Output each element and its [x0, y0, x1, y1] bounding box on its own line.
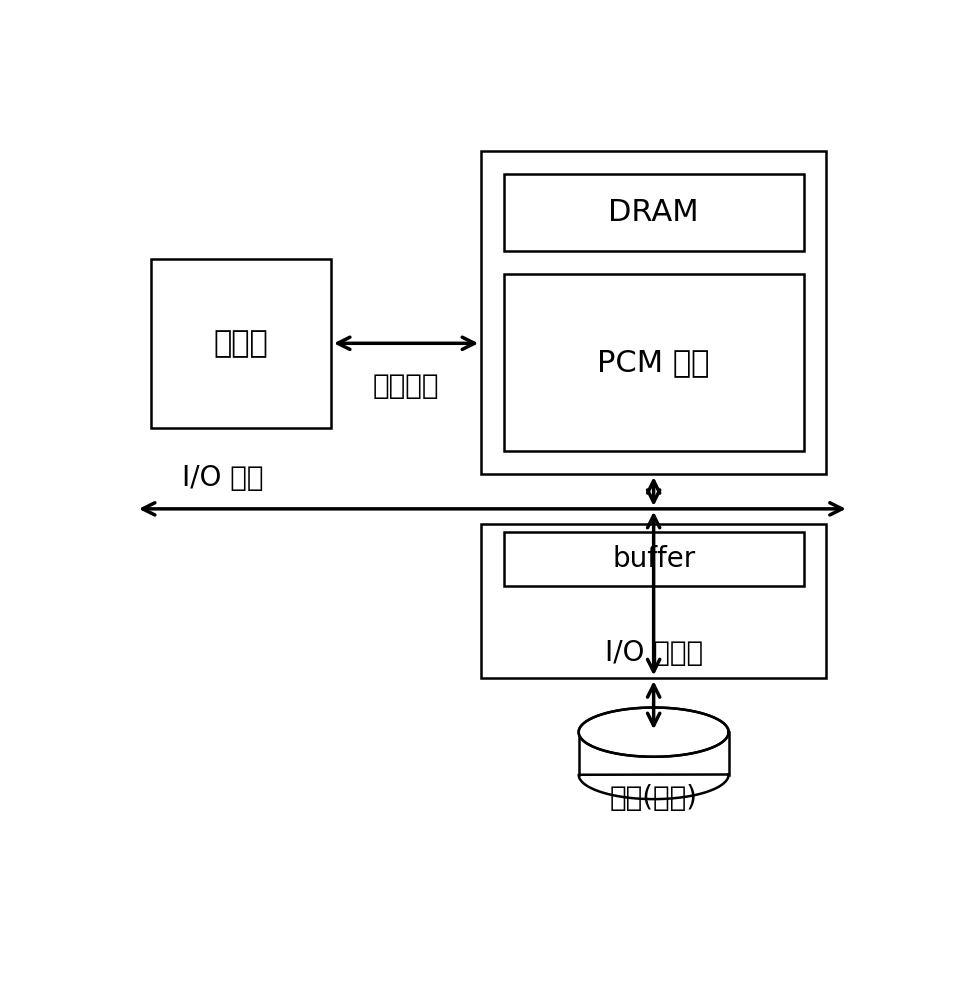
Text: I/O 控制器: I/O 控制器: [605, 639, 703, 667]
Text: buffer: buffer: [612, 545, 695, 573]
Text: 外存(硬盘): 外存(硬盘): [610, 784, 698, 812]
Bar: [503, 274, 803, 451]
Text: PCM 内存: PCM 内存: [597, 348, 710, 377]
Bar: [481, 151, 827, 474]
Text: 处理器: 处理器: [214, 329, 268, 358]
Text: DRAM: DRAM: [608, 198, 699, 227]
Bar: [503, 532, 803, 586]
FancyBboxPatch shape: [579, 732, 729, 774]
Bar: [481, 524, 827, 678]
Bar: [503, 174, 803, 251]
Bar: [151, 259, 331, 428]
Text: I/O 总线: I/O 总线: [182, 464, 263, 492]
Ellipse shape: [579, 708, 729, 757]
Text: 内存总线: 内存总线: [373, 372, 439, 400]
